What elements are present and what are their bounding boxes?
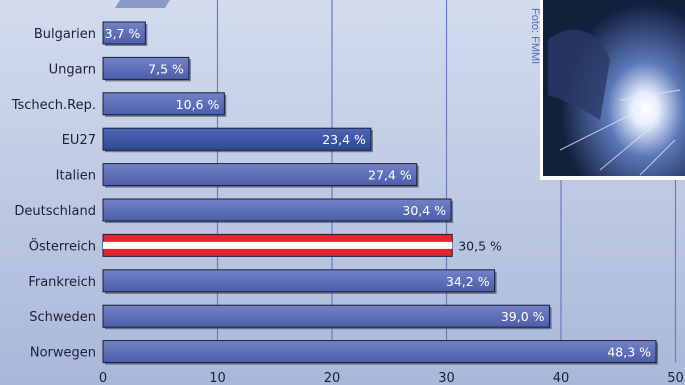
bar-deutschland [102,198,452,222]
bar-frankreich [102,269,496,293]
category-label: Frankreich [28,275,96,290]
value-label: 7,5 % [148,61,184,76]
bar-tschech-rep- [102,92,225,116]
bars [102,21,659,365]
x-tick-label: 40 [553,371,570,385]
value-label: 48,3 % [607,345,651,360]
category-label: Ungarn [49,62,96,77]
bar-norwegen [102,340,657,364]
bar-bulgarien [102,21,146,45]
category-label: Deutschland [14,204,96,219]
top-decoration [115,0,170,8]
x-tick-label: 30 [438,371,455,385]
value-label: 3,7 % [105,26,141,41]
x-tick-label: 50 [667,371,684,385]
category-label: Bulgarien [34,27,96,42]
value-label: 23,4 % [322,132,366,147]
bar-schweden [102,304,551,328]
bar-highlight-stripe [103,241,453,249]
x-tick-labels: 0 10 20 30 40 50 [99,371,684,385]
bar-italien [102,163,418,187]
category-label: Tschech.Rep. [11,98,96,113]
value-label: 34,2 % [446,274,490,289]
category-label: Österreich [29,237,96,254]
value-label: 30,5 % [458,238,502,253]
value-label: 39,0 % [501,309,545,324]
bar-ungarn [102,56,190,80]
value-labels: 3,7 % 7,5 % 10,6 % 23,4 % 27,4 % 30,4 % 30,5 %… [105,26,652,360]
category-label: Italien [56,169,96,184]
bar-eu27 [102,127,372,151]
value-label: 30,4 % [402,203,446,218]
x-tick-label: 20 [324,371,341,385]
photo-figure [548,29,610,120]
photo-credit: Foto: FMMI [529,8,541,64]
photo-welding [540,0,685,180]
category-label: Schweden [29,310,96,325]
value-label: 10,6 % [176,97,220,112]
bar-österreich [102,233,453,257]
category-labels: Bulgarien Ungarn Tschech.Rep. EU27 Italien De… [11,27,96,361]
x-tick-label: 0 [99,371,107,385]
category-label: Norwegen [30,346,96,361]
x-tick-label: 10 [209,371,226,385]
photo-sparks [559,89,681,176]
value-label: 27,4 % [368,168,412,183]
category-label: EU27 [62,133,96,148]
